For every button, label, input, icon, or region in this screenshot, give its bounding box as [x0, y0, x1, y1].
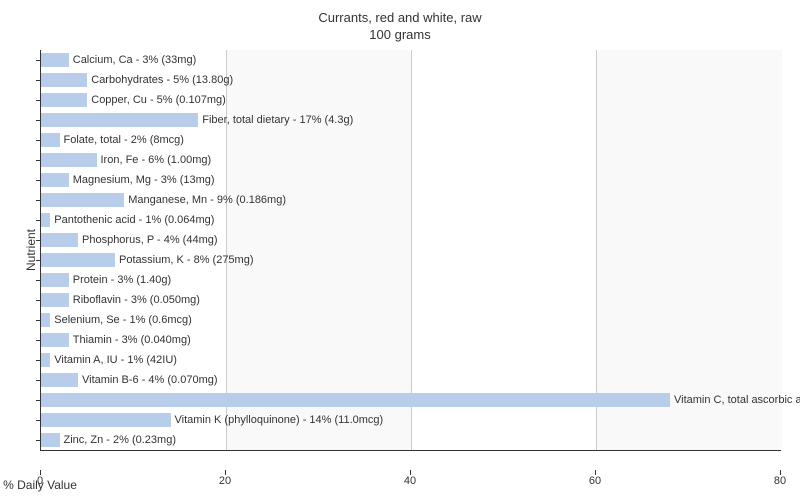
bar-row: Vitamin C, total ascorbic acid - 68% (41…: [41, 390, 781, 410]
nutrient-label: Zinc, Zn - 2% (0.23mg): [64, 434, 176, 446]
y-tick-mark: [36, 400, 41, 401]
chart-title: Currants, red and white, raw 100 grams: [0, 0, 800, 44]
nutrient-bar: [41, 73, 87, 87]
bar-row: Riboflavin - 3% (0.050mg): [41, 290, 781, 310]
nutrient-bar: [41, 373, 78, 387]
nutrient-label: Protein - 3% (1.40g): [73, 274, 171, 286]
nutrient-bar: [41, 153, 97, 167]
nutrition-chart: Currants, red and white, raw 100 grams N…: [0, 0, 800, 500]
title-line-1: Currants, red and white, raw: [318, 10, 481, 25]
x-tick-label: 80: [774, 475, 786, 487]
nutrient-label: Pantothenic acid - 1% (0.064mg): [54, 214, 214, 226]
nutrient-bar: [41, 333, 69, 347]
y-tick-mark: [36, 120, 41, 121]
x-tick-label: 60: [589, 475, 601, 487]
nutrient-bar: [41, 273, 69, 287]
x-axis-label: % Daily Value: [0, 478, 410, 492]
nutrient-label: Folate, total - 2% (8mcg): [64, 134, 184, 146]
nutrient-bar: [41, 213, 50, 227]
nutrient-label: Riboflavin - 3% (0.050mg): [73, 294, 200, 306]
bar-row: Vitamin K (phylloquinone) - 14% (11.0mcg…: [41, 410, 781, 430]
y-tick-mark: [36, 420, 41, 421]
bar-row: Carbohydrates - 5% (13.80g): [41, 70, 781, 90]
nutrient-bar: [41, 93, 87, 107]
y-axis-label: Nutrient: [24, 229, 38, 271]
nutrient-bar: [41, 353, 50, 367]
nutrient-bar: [41, 433, 60, 447]
nutrient-bar: [41, 313, 50, 327]
y-tick-mark: [36, 380, 41, 381]
bar-row: Selenium, Se - 1% (0.6mcg): [41, 310, 781, 330]
y-tick-mark: [36, 220, 41, 221]
nutrient-label: Vitamin K (phylloquinone) - 14% (11.0mcg…: [175, 414, 384, 426]
title-line-2: 100 grams: [369, 27, 430, 42]
nutrient-bar: [41, 413, 171, 427]
nutrient-label: Phosphorus, P - 4% (44mg): [82, 234, 218, 246]
nutrient-label: Vitamin C, total ascorbic acid - 68% (41…: [674, 394, 800, 406]
bar-row: Phosphorus, P - 4% (44mg): [41, 230, 781, 250]
bar-row: Calcium, Ca - 3% (33mg): [41, 50, 781, 70]
nutrient-label: Selenium, Se - 1% (0.6mcg): [54, 314, 192, 326]
bar-row: Vitamin A, IU - 1% (42IU): [41, 350, 781, 370]
bar-row: Zinc, Zn - 2% (0.23mg): [41, 430, 781, 450]
bar-row: Vitamin B-6 - 4% (0.070mg): [41, 370, 781, 390]
y-tick-mark: [36, 300, 41, 301]
bar-row: Pantothenic acid - 1% (0.064mg): [41, 210, 781, 230]
plot-area: Calcium, Ca - 3% (33mg) Carbohydrates - 5…: [40, 50, 781, 451]
bar-row: Iron, Fe - 6% (1.00mg): [41, 150, 781, 170]
y-tick-mark: [36, 60, 41, 61]
y-tick-mark: [36, 340, 41, 341]
y-tick-mark: [36, 320, 41, 321]
nutrient-label: Thiamin - 3% (0.040mg): [73, 334, 191, 346]
bar-row: Thiamin - 3% (0.040mg): [41, 330, 781, 350]
nutrient-bar: [41, 233, 78, 247]
nutrient-bar: [41, 393, 670, 407]
nutrient-bar: [41, 253, 115, 267]
nutrient-label: Potassium, K - 8% (275mg): [119, 254, 254, 266]
nutrient-bar: [41, 133, 60, 147]
y-tick-mark: [36, 200, 41, 201]
nutrient-label: Calcium, Ca - 3% (33mg): [73, 54, 196, 66]
y-tick-mark: [36, 440, 41, 441]
y-tick-mark: [36, 360, 41, 361]
nutrient-label: Vitamin B-6 - 4% (0.070mg): [82, 374, 218, 386]
nutrient-bar: [41, 293, 69, 307]
bar-row: Protein - 3% (1.40g): [41, 270, 781, 290]
y-tick-mark: [36, 280, 41, 281]
nutrient-label: Magnesium, Mg - 3% (13mg): [73, 174, 215, 186]
nutrient-label: Vitamin A, IU - 1% (42IU): [54, 354, 177, 366]
y-tick-mark: [36, 240, 41, 241]
y-tick-mark: [36, 100, 41, 101]
bar-row: Folate, total - 2% (8mcg): [41, 130, 781, 150]
nutrient-bar: [41, 173, 69, 187]
bar-row: Fiber, total dietary - 17% (4.3g): [41, 110, 781, 130]
y-tick-mark: [36, 260, 41, 261]
y-tick-mark: [36, 160, 41, 161]
nutrient-bar: [41, 53, 69, 67]
bar-row: Magnesium, Mg - 3% (13mg): [41, 170, 781, 190]
bar-row: Copper, Cu - 5% (0.107mg): [41, 90, 781, 110]
bar-row: Manganese, Mn - 9% (0.186mg): [41, 190, 781, 210]
nutrient-label: Iron, Fe - 6% (1.00mg): [101, 154, 212, 166]
nutrient-bar: [41, 193, 124, 207]
nutrient-label: Manganese, Mn - 9% (0.186mg): [128, 194, 286, 206]
nutrient-label: Fiber, total dietary - 17% (4.3g): [202, 114, 353, 126]
nutrient-label: Copper, Cu - 5% (0.107mg): [91, 94, 226, 106]
nutrient-label: Carbohydrates - 5% (13.80g): [91, 74, 233, 86]
y-tick-mark: [36, 140, 41, 141]
y-tick-mark: [36, 180, 41, 181]
y-tick-mark: [36, 80, 41, 81]
bar-row: Potassium, K - 8% (275mg): [41, 250, 781, 270]
nutrient-bar: [41, 113, 198, 127]
